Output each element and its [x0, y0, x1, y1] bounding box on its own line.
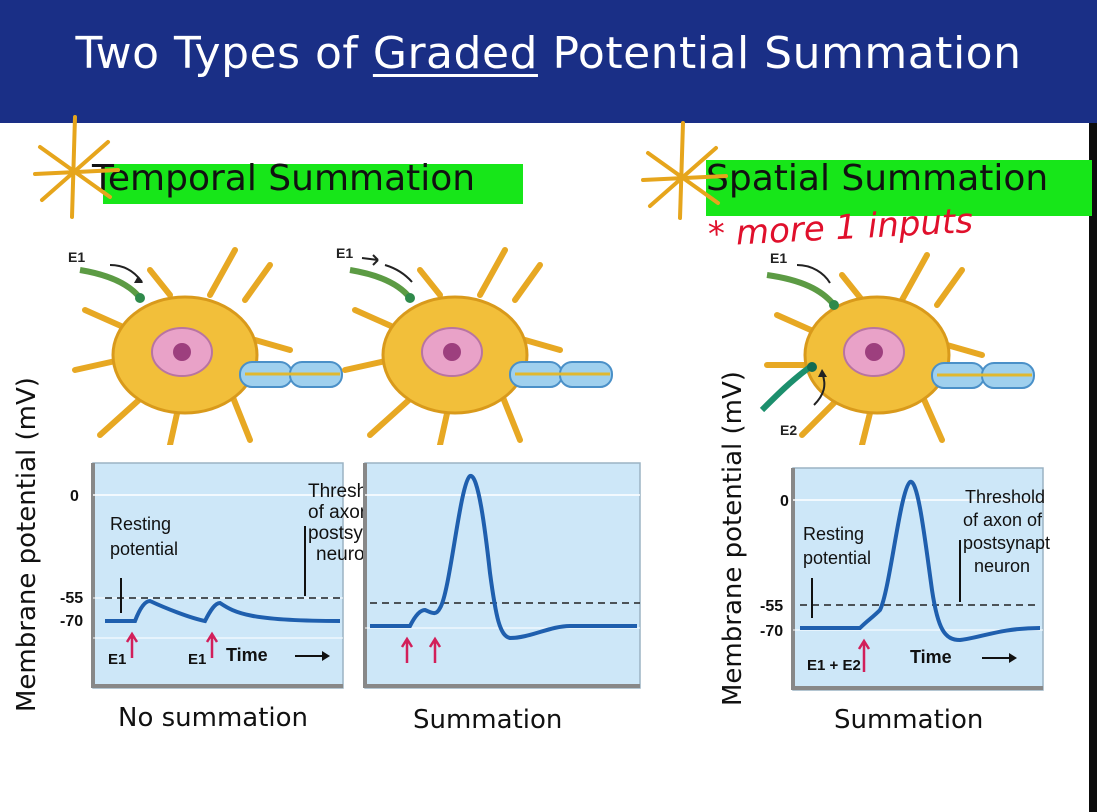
y-axis-label-left: Membrane potential (mV): [12, 377, 42, 712]
time-label-right: Time: [910, 647, 952, 667]
graph-temporal-summation: [363, 462, 641, 689]
threshold-right-line2: of axon of: [963, 510, 1043, 530]
tick-70: -70: [60, 613, 83, 630]
spatial-input1-label: E1: [770, 250, 787, 266]
neuron-illustration-2: E1: [336, 245, 613, 445]
neuron-illustration-1: E1: [68, 247, 343, 445]
neuron1-input-label: E1: [68, 249, 85, 265]
temporal-highlight: [103, 164, 523, 204]
slide-header: Two Types of Graded Potential Summation: [0, 0, 1097, 123]
temporal-heading: Temporal Summation: [92, 158, 476, 199]
threshold-right-line1: Threshold: [965, 487, 1045, 507]
tick-55: -55: [60, 590, 83, 607]
tick-0: 0: [70, 488, 79, 505]
slide-title: Two Types of Graded Potential Summation: [75, 28, 1022, 79]
spatial-heading: Spatial Summation: [706, 158, 1049, 199]
star-doodle-icon-2: [641, 121, 728, 220]
tick-55-right: -55: [760, 598, 783, 615]
tick-0-right: 0: [780, 493, 789, 510]
caption-temporal-summation: Summation: [413, 705, 563, 735]
tick-70-right: -70: [760, 623, 783, 640]
stimulus-label-1: E1: [108, 651, 126, 668]
resting-label-line2: potential: [110, 539, 178, 559]
stimulus-label-2: E1: [188, 651, 206, 668]
neuron2-input-label: E1: [336, 245, 353, 261]
threshold-right-line4: neuron: [974, 556, 1030, 576]
caption-no-summation: No summation: [118, 703, 309, 733]
graph-spatial-summation: 0 -55 -70 Resting potential Threshold of…: [760, 467, 1050, 691]
caption-spatial-summation: Summation: [834, 705, 984, 735]
stimulus-label-e1e2: E1 + E2: [807, 657, 861, 674]
star-doodle-icon: [33, 115, 120, 219]
spatial-input2-label: E2: [780, 422, 797, 438]
graph-no-summation: 0 -55 -70 Resting potential E1 E1 Time: [60, 462, 344, 689]
y-axis-label-right: Membrane potential (mV): [718, 371, 748, 706]
time-label: Time: [226, 645, 268, 665]
threshold-right-line3: postsynaptic: [963, 533, 1050, 553]
resting-label-right-line2: potential: [803, 548, 871, 568]
right-border: [1089, 123, 1097, 812]
resting-label-line1: Resting: [110, 514, 171, 534]
resting-label-right-line1: Resting: [803, 524, 864, 544]
neuron-illustration-3: E1 E2: [759, 250, 1035, 445]
spatial-highlight: [706, 160, 1092, 216]
